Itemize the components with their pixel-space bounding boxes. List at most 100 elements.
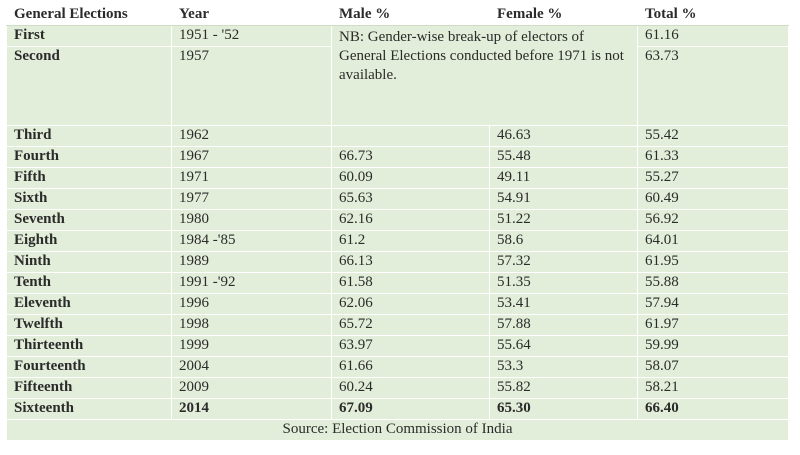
election-year: 2014: [171, 398, 332, 420]
female-percent: 53.3: [489, 356, 638, 378]
total-percent: 60.49: [637, 188, 789, 210]
election-name: Fifth: [6, 167, 172, 189]
male-percent: 65.63: [331, 188, 490, 210]
table-row: Fourteenth 2004 61.66 53.3 58.07: [6, 356, 789, 378]
male-percent: [331, 125, 490, 147]
header-general-elections: General Elections: [6, 2, 172, 26]
election-year: 1957: [171, 46, 332, 126]
table-row: Sixteenth 2014 67.09 65.30 66.40: [6, 398, 789, 420]
total-percent: 57.94: [637, 293, 789, 315]
election-name: Sixth: [6, 188, 172, 210]
total-percent: 64.01: [637, 230, 789, 252]
election-name: Seventh: [6, 209, 172, 231]
female-percent: 57.88: [489, 314, 638, 336]
total-percent: 61.97: [637, 314, 789, 336]
header-male: Male %: [331, 2, 490, 26]
male-percent: 66.73: [331, 146, 490, 168]
female-percent: 53.41: [489, 293, 638, 315]
election-name: Eleventh: [6, 293, 172, 315]
turnout-table-container: General Elections Year Male % Female % T…: [6, 2, 789, 441]
header-year: Year: [171, 2, 332, 26]
female-percent: 51.22: [489, 209, 638, 231]
election-name: Ninth: [6, 251, 172, 273]
header-row: General Elections Year Male % Female % T…: [6, 2, 789, 26]
total-percent: 55.88: [637, 272, 789, 294]
female-percent: 54.91: [489, 188, 638, 210]
total-percent: 61.33: [637, 146, 789, 168]
male-percent: 61.66: [331, 356, 490, 378]
female-percent: 51.35: [489, 272, 638, 294]
election-year: 1962: [171, 125, 332, 147]
election-name: Fourteenth: [6, 356, 172, 378]
election-name: Third: [6, 125, 172, 147]
female-percent: 65.30: [489, 398, 638, 420]
availability-note: NB: Gender-wise break-up of electors of …: [331, 25, 638, 126]
election-year: 1977: [171, 188, 332, 210]
table-row: Twelfth 1998 65.72 57.88 61.97: [6, 314, 789, 336]
election-name: First: [6, 25, 172, 47]
total-percent: 61.95: [637, 251, 789, 273]
total-percent: 59.99: [637, 335, 789, 357]
total-percent: 56.92: [637, 209, 789, 231]
table-row: Eleventh 1996 62.06 53.41 57.94: [6, 293, 789, 315]
table-row: Tenth 1991 -'92 61.58 51.35 55.88: [6, 272, 789, 294]
election-year: 1967: [171, 146, 332, 168]
header-total: Total %: [637, 2, 789, 26]
male-percent: 65.72: [331, 314, 490, 336]
table-row: Third 1962 46.63 55.42: [6, 125, 789, 147]
election-year: 1999: [171, 335, 332, 357]
total-percent: 66.40: [637, 398, 789, 420]
election-year: 1971: [171, 167, 332, 189]
table-row: Seventh 1980 62.16 51.22 56.92: [6, 209, 789, 231]
table-row: Fifth 1971 60.09 49.11 55.27: [6, 167, 789, 189]
male-percent: 63.97: [331, 335, 490, 357]
election-name: Tenth: [6, 272, 172, 294]
election-year: 1951 - '52: [171, 25, 332, 47]
election-name: Eighth: [6, 230, 172, 252]
election-year: 1991 -'92: [171, 272, 332, 294]
election-name: Second: [6, 46, 172, 126]
table-row: Sixth 1977 65.63 54.91 60.49: [6, 188, 789, 210]
female-percent: 55.64: [489, 335, 638, 357]
total-percent: 63.73: [637, 46, 789, 126]
election-year: 2009: [171, 377, 332, 399]
male-percent: 66.13: [331, 251, 490, 273]
table-row: First 1951 - '52 NB: Gender-wise break-u…: [6, 25, 789, 126]
table-row: Ninth 1989 66.13 57.32 61.95: [6, 251, 789, 273]
election-name: Twelfth: [6, 314, 172, 336]
election-year: 1980: [171, 209, 332, 231]
total-percent: 58.21: [637, 377, 789, 399]
table-row: Thirteenth 1999 63.97 55.64 59.99: [6, 335, 789, 357]
source-row: Source: Election Commission of India: [6, 419, 789, 441]
election-year: 2004: [171, 356, 332, 378]
female-percent: 57.32: [489, 251, 638, 273]
female-percent: 49.11: [489, 167, 638, 189]
male-percent: 62.06: [331, 293, 490, 315]
female-percent: 55.48: [489, 146, 638, 168]
female-percent: 46.63: [489, 125, 638, 147]
election-name: Thirteenth: [6, 335, 172, 357]
male-percent: 61.58: [331, 272, 490, 294]
female-percent: 58.6: [489, 230, 638, 252]
male-percent: 67.09: [331, 398, 490, 420]
total-percent: 55.42: [637, 125, 789, 147]
source-note: Source: Election Commission of India: [6, 419, 789, 441]
total-percent: 55.27: [637, 167, 789, 189]
total-percent: 58.07: [637, 356, 789, 378]
election-year: 1996: [171, 293, 332, 315]
election-year: 1989: [171, 251, 332, 273]
table-row: Eighth 1984 -'85 61.2 58.6 64.01: [6, 230, 789, 252]
female-percent: 55.82: [489, 377, 638, 399]
total-percent: 61.16: [637, 25, 789, 47]
male-percent: 62.16: [331, 209, 490, 231]
election-name: Fourth: [6, 146, 172, 168]
election-year: 1998: [171, 314, 332, 336]
male-percent: 60.24: [331, 377, 490, 399]
election-year: 1984 -'85: [171, 230, 332, 252]
male-percent: 60.09: [331, 167, 490, 189]
election-name: Fifteenth: [6, 377, 172, 399]
election-name: Sixteenth: [6, 398, 172, 420]
header-female: Female %: [489, 2, 638, 26]
table-row: Second 1957 63.73: [6, 46, 789, 126]
turnout-table: General Elections Year Male % Female % T…: [6, 2, 789, 441]
